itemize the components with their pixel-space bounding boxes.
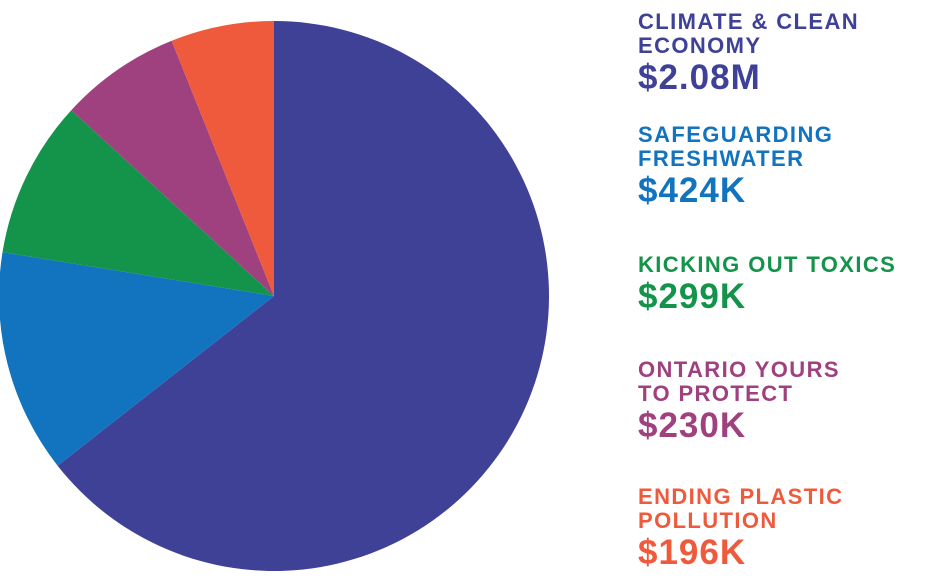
legend-label: ONTARIO YOURS TO PROTECT [638, 357, 840, 406]
value-label: $230K [638, 406, 747, 445]
legend-label: CLIMATE & CLEAN ECONOMY [638, 9, 860, 58]
pie-slice [0, 252, 274, 466]
pie-slice [71, 40, 275, 297]
legend-label: ENDING PLASTIC POLLUTION [638, 484, 844, 533]
pie-slice [57, 21, 550, 571]
value-label: $2.08M [638, 58, 761, 97]
legend-item: ENDING PLASTIC POLLUTION $196K [638, 485, 843, 573]
legend-item: SAFEGUARDING FRESHWATER $424K [638, 123, 833, 211]
legend-label: KICKING OUT TOXICS [638, 252, 897, 277]
chart [0, 21, 550, 571]
legend-item: CLIMATE & CLEAN ECONOMY $2.08M [638, 10, 859, 98]
value-label: $299K [638, 277, 747, 316]
value-label: $424K [638, 171, 747, 210]
legend-item: KICKING OUT TOXICS $299K [638, 253, 896, 317]
legend-item: ONTARIO YOURS TO PROTECT $230K [638, 358, 840, 446]
pie-slice [2, 110, 275, 296]
pie-slice [171, 21, 274, 296]
value-label: $196K [638, 533, 747, 572]
legend-label: SAFEGUARDING FRESHWATER [638, 122, 834, 171]
